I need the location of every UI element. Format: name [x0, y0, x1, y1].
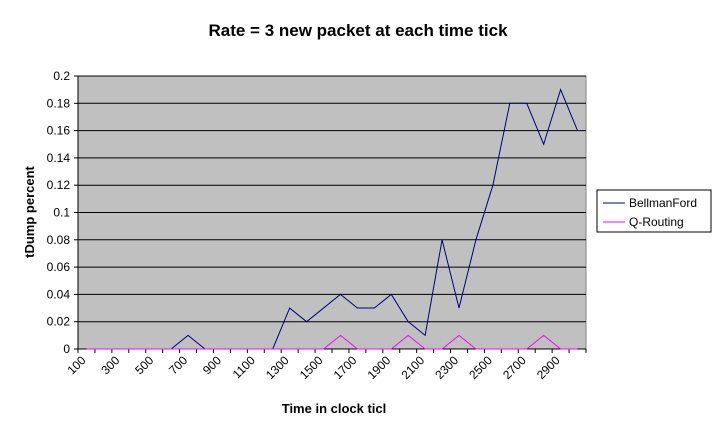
- legend-label-bellmanford: BellmanFord: [629, 196, 697, 210]
- series-lines: [86, 88, 578, 350]
- x-tick-label: 2300: [432, 353, 461, 382]
- x-tick-label: 1900: [365, 353, 394, 382]
- y-tick-label: 0.06: [47, 260, 71, 274]
- x-tick-label: 100: [65, 353, 89, 377]
- x-tick-label: 900: [200, 353, 224, 377]
- y-tick-labels: 0 0.02 0.04 0.06 0.08 0.1 0.12 0.14 0.16 0.18 0.2: [47, 69, 71, 356]
- y-tick-label: 0.12: [47, 178, 71, 192]
- x-tick-label: 500: [132, 353, 156, 377]
- x-tick-label: 2100: [398, 353, 427, 382]
- x-tick-label: 700: [166, 353, 190, 377]
- y-axis-title: tDump percent: [22, 165, 37, 257]
- chart-title: Rate = 3 new packet at each time tick: [208, 21, 508, 40]
- y-tick-label: 0.02: [47, 315, 71, 329]
- x-tick-label: 2700: [500, 353, 529, 382]
- y-tick-label: 0.04: [47, 287, 71, 301]
- series-line-q-routing: [86, 334, 578, 350]
- y-tick-label: 0.14: [47, 151, 71, 165]
- y-tick-label: 0.18: [47, 96, 71, 110]
- x-tick-label: 1100: [230, 353, 258, 381]
- x-axis-title: Time in clock ticl: [282, 401, 387, 416]
- x-tick-label: 2900: [534, 353, 563, 382]
- legend: BellmanFord Q-Routing: [596, 189, 712, 233]
- legend-label-q-routing: Q-Routing: [629, 215, 684, 229]
- y-tick-label: 0: [63, 342, 70, 356]
- x-tick-labels: 100 300 500 700 900 1100 1300 1500 1700 1900 2100 2…: [65, 353, 563, 382]
- x-tick-label: 2500: [466, 353, 495, 382]
- y-tick-label: 0.1: [53, 206, 70, 220]
- y-tick-label: 0.16: [47, 124, 71, 138]
- y-tick-label: 0.2: [53, 69, 70, 83]
- x-tick-label: 1500: [297, 353, 326, 382]
- gridlines: [74, 75, 586, 350]
- legend-box: [596, 189, 712, 233]
- x-tick-label: 300: [98, 353, 122, 377]
- x-tick-label: 1700: [331, 353, 360, 382]
- y-tick-label: 0.08: [47, 233, 71, 247]
- x-tick-label: 1300: [263, 353, 292, 382]
